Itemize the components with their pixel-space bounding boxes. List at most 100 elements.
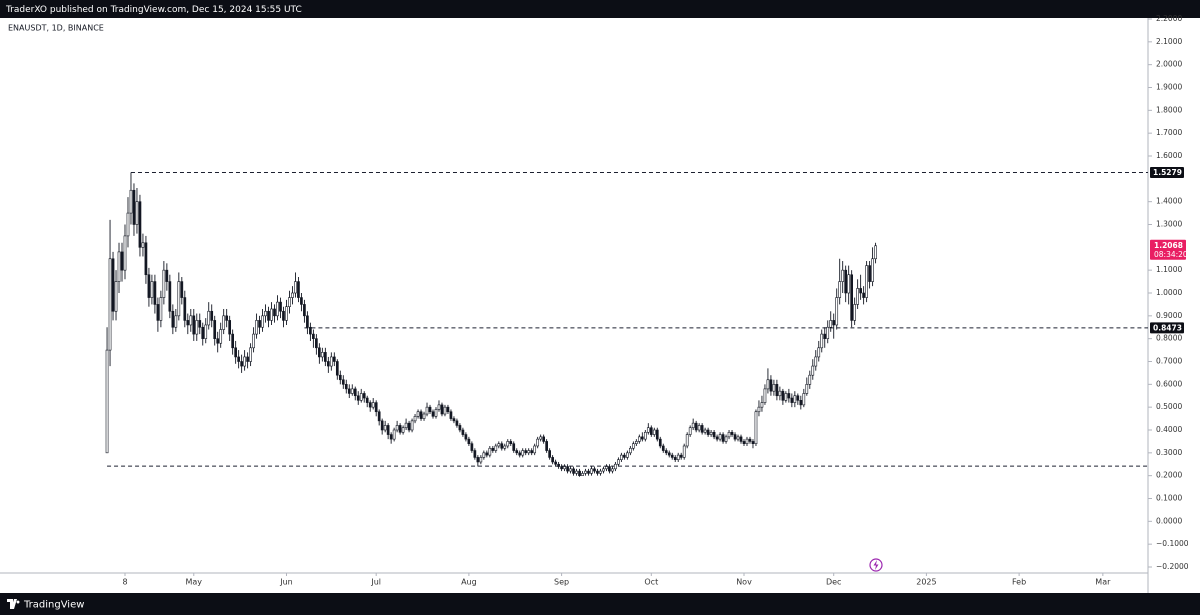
brand-name: TradingView xyxy=(23,600,84,611)
candle-body xyxy=(632,443,635,449)
candle-body xyxy=(533,445,537,454)
chart-title: ENAUSDT, 1D, BINANCE xyxy=(8,24,104,33)
candle-body xyxy=(826,326,830,339)
candle-body xyxy=(231,333,235,349)
candle-body xyxy=(733,434,737,440)
candle-body xyxy=(706,429,710,435)
candle-body xyxy=(560,466,563,470)
candle-body xyxy=(407,422,411,431)
brand-logo xyxy=(7,599,20,609)
top-bar xyxy=(0,0,1200,18)
candle-body xyxy=(781,390,785,401)
candle-body xyxy=(401,427,405,433)
candle-body xyxy=(572,468,575,474)
candle-body xyxy=(350,388,354,394)
candle-body xyxy=(464,434,468,440)
candle-body xyxy=(536,438,540,447)
y-tick-label: 2.0000 xyxy=(1156,60,1182,69)
y-tick-label: 0.6000 xyxy=(1156,379,1182,388)
candle-body xyxy=(623,454,626,458)
x-tick-label: Aug xyxy=(461,578,477,587)
candle-body xyxy=(784,393,788,401)
level-box xyxy=(1150,322,1184,334)
candle-body xyxy=(105,349,109,454)
candle-body xyxy=(566,466,569,472)
candle-body xyxy=(838,281,842,298)
candle-body xyxy=(602,468,605,472)
candle-body xyxy=(593,468,596,472)
candle-body xyxy=(180,281,184,298)
candle-body xyxy=(862,292,865,298)
candle-body xyxy=(667,452,671,456)
candle-body xyxy=(640,436,644,440)
candle-body xyxy=(626,452,629,458)
y-tick-label: 1.0000 xyxy=(1156,288,1182,297)
candle-body xyxy=(374,402,378,413)
candle-body xyxy=(473,450,477,458)
candle-body xyxy=(557,463,560,467)
candle-body xyxy=(820,333,824,349)
candle-body xyxy=(395,425,399,431)
candle-body xyxy=(273,308,276,317)
candle-body xyxy=(353,388,357,397)
candle-body xyxy=(856,288,859,305)
candle-body xyxy=(291,292,294,298)
candle-body xyxy=(584,470,587,474)
y-tick-label: 0.3000 xyxy=(1156,448,1182,457)
candle-body xyxy=(718,434,722,440)
candle-body xyxy=(581,473,584,476)
candle-body xyxy=(712,431,716,438)
candle-body xyxy=(844,269,848,294)
candle-body xyxy=(225,315,229,321)
candle-body xyxy=(255,320,258,335)
candle-body xyxy=(123,235,127,271)
candle-body xyxy=(428,406,432,413)
candle-body xyxy=(757,406,761,413)
candle-body xyxy=(237,356,240,362)
candle-body xyxy=(171,310,175,328)
candle-body xyxy=(204,324,208,339)
candle-body xyxy=(165,269,169,282)
candle-body xyxy=(521,450,525,456)
y-tick-label: 1.4000 xyxy=(1156,197,1182,206)
candle-body xyxy=(446,406,450,413)
candle-body xyxy=(437,404,441,410)
candle-body xyxy=(108,258,112,351)
candle-body xyxy=(216,338,220,344)
candle-body xyxy=(503,445,507,449)
candle-body xyxy=(120,251,124,271)
candle-body xyxy=(500,443,504,449)
y-tick-label: 1.9000 xyxy=(1156,83,1182,92)
x-tick-label: Feb xyxy=(1012,578,1026,587)
candle-body xyxy=(222,315,226,330)
x-tick-label: May xyxy=(186,578,203,587)
candle-body xyxy=(258,320,261,328)
candle-body xyxy=(413,415,417,422)
candle-body xyxy=(611,468,614,472)
candle-body xyxy=(724,436,728,442)
candle-body xyxy=(694,422,698,431)
candle-body xyxy=(868,265,871,282)
candle-body xyxy=(132,189,136,225)
candle-body xyxy=(261,315,264,328)
event-icon xyxy=(869,558,883,572)
candle-body xyxy=(162,269,166,298)
candle-body xyxy=(841,269,845,282)
candle-body xyxy=(306,315,309,328)
candle-body xyxy=(335,361,339,376)
candle-body xyxy=(814,356,818,367)
candle-body xyxy=(596,470,599,474)
candle-body xyxy=(569,468,572,472)
candle-body xyxy=(425,406,429,415)
candle-body xyxy=(365,397,369,403)
candle-body xyxy=(590,468,593,474)
candle-body xyxy=(389,434,393,440)
y-tick-label: 2.2000 xyxy=(1156,14,1182,23)
candle-body xyxy=(673,457,677,460)
last-price-label: 1.2068 xyxy=(1154,241,1183,250)
x-tick-label: 2025 xyxy=(916,578,936,587)
candle-body xyxy=(243,356,246,367)
y-tick-label: 0.1000 xyxy=(1156,494,1182,503)
candle-body xyxy=(362,393,366,399)
